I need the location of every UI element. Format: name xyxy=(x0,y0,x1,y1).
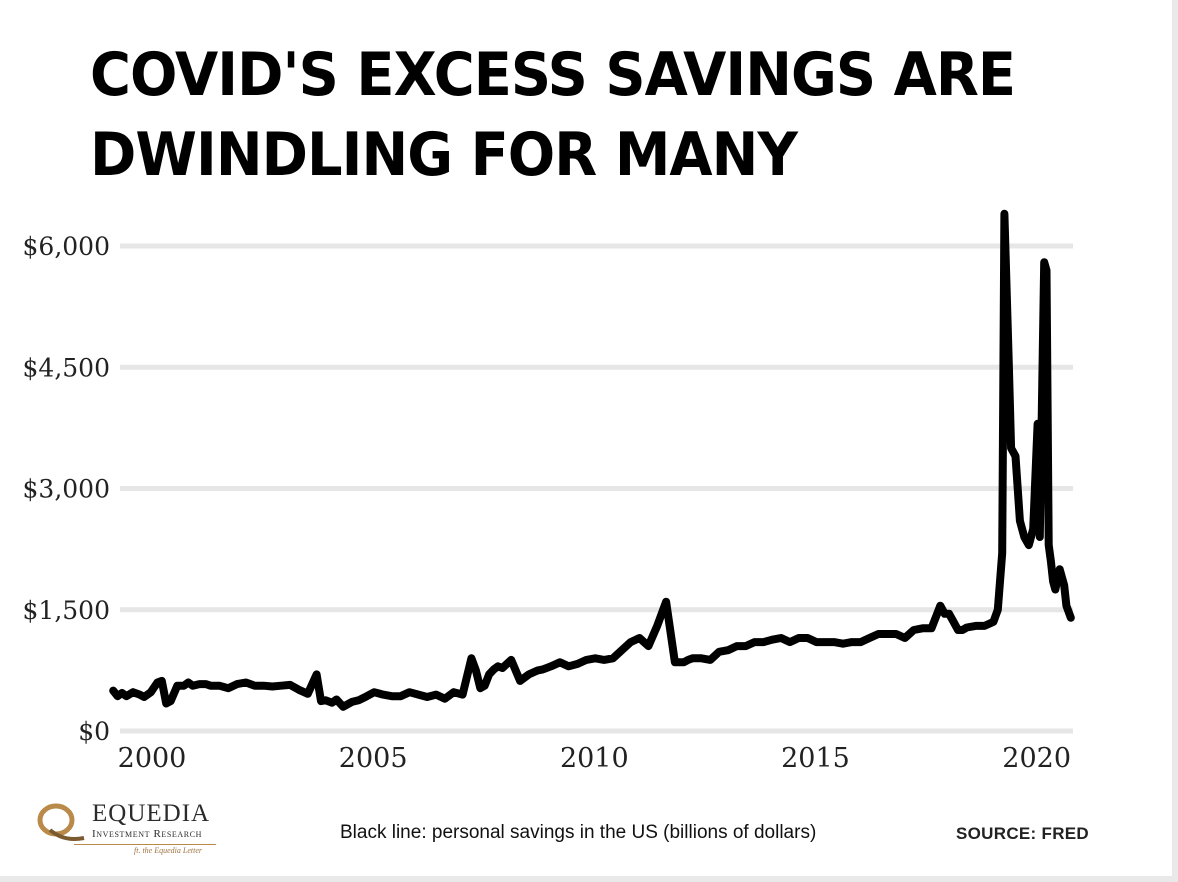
y-tick-label-3: $4,500 xyxy=(23,353,110,382)
x-axis-ticks: 2000 2005 2010 2015 2020 xyxy=(118,743,1071,774)
series-line-0 xyxy=(109,209,1075,711)
bottom-border xyxy=(0,876,1178,882)
chart-caption: Black line: personal savings in the US (… xyxy=(340,822,817,843)
logo-rule xyxy=(74,844,216,845)
y-tick-label-0: $0 xyxy=(78,717,110,746)
equedia-logo: EQUEDIA Investment Research ft. the Eque… xyxy=(34,800,234,860)
x-tick-label-1: 2005 xyxy=(339,743,408,774)
logo-subtitle: Investment Research xyxy=(92,828,203,840)
y-axis-ticks: $0 $1,500 $3,000 $4,500 $6,000 xyxy=(23,232,110,746)
grid-lines xyxy=(120,243,1073,734)
y-tick-label-1: $1,500 xyxy=(23,596,110,625)
logo-swoosh-icon xyxy=(37,803,85,841)
x-tick-label-4: 2020 xyxy=(1002,743,1071,774)
source-label: SOURCE: FRED xyxy=(956,824,1089,843)
series-layer xyxy=(109,209,1075,711)
x-tick-label-0: 2000 xyxy=(118,743,187,774)
y-tick-label-2: $3,000 xyxy=(23,475,110,504)
x-tick-label-2: 2010 xyxy=(560,743,629,774)
right-border xyxy=(1172,0,1178,882)
y-tick-label-4: $6,000 xyxy=(23,232,110,261)
logo-tagline: ft. the Equedia Letter xyxy=(134,846,202,855)
chart-title-line-1: COVID'S EXCESS SAVINGS ARE xyxy=(90,40,1016,110)
logo-name: EQUEDIA xyxy=(92,800,211,827)
x-tick-label-3: 2015 xyxy=(781,743,850,774)
chart-title-line-2: DWINDLING FOR MANY xyxy=(90,120,798,190)
